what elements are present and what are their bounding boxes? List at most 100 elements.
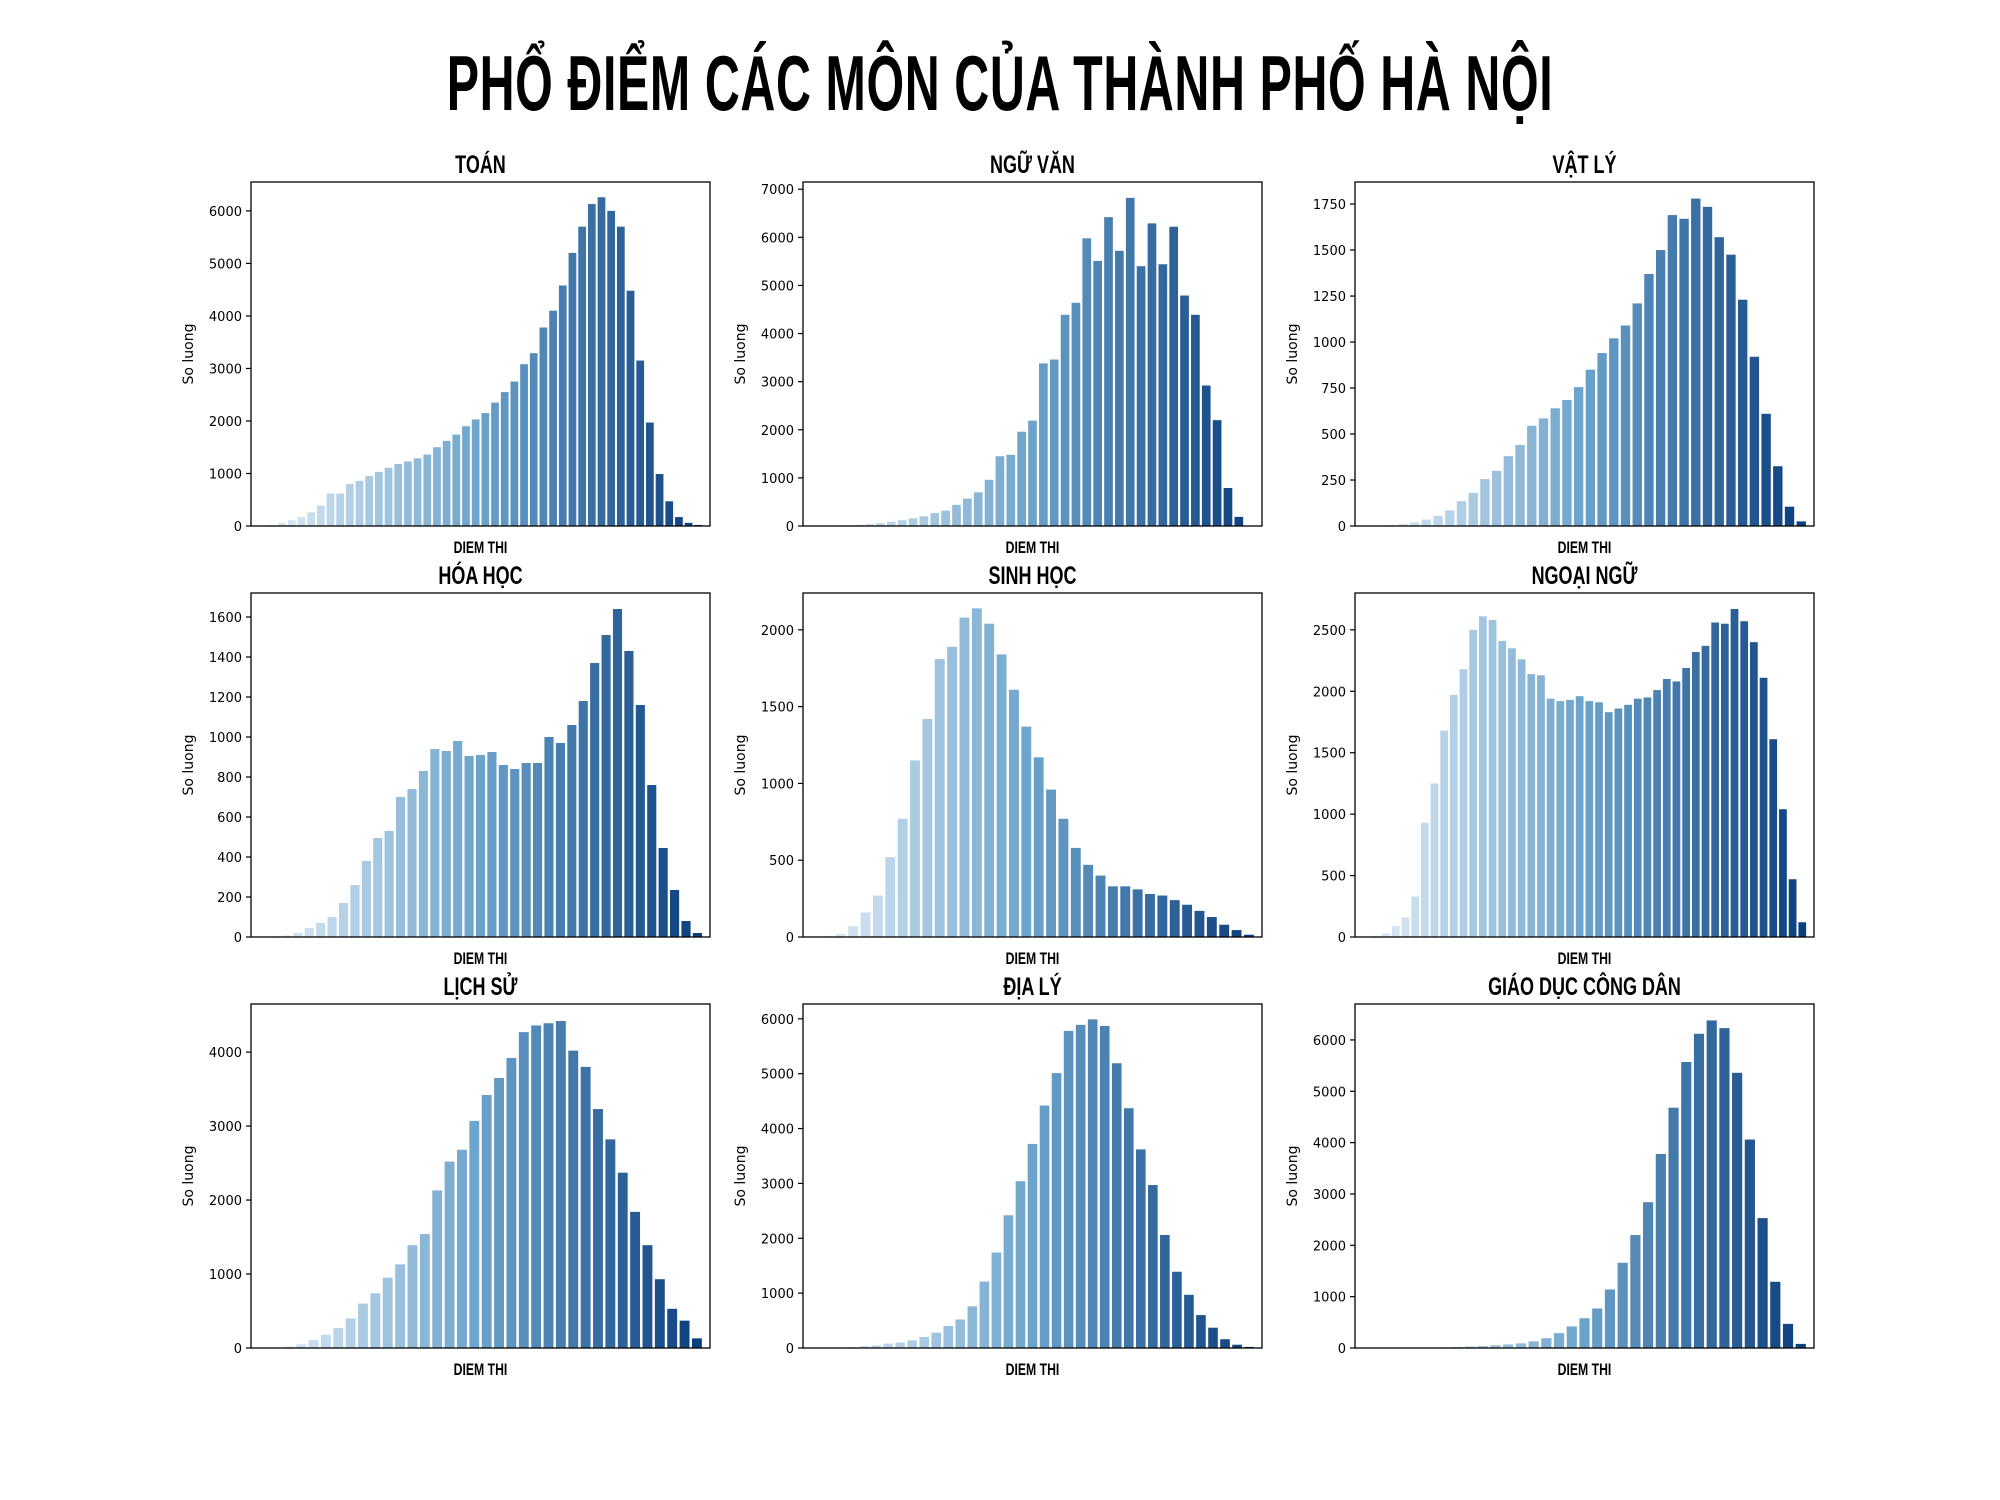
bar bbox=[1028, 420, 1037, 526]
bar bbox=[1579, 1318, 1590, 1348]
bar bbox=[336, 493, 345, 526]
bar bbox=[462, 426, 470, 526]
bar bbox=[1784, 506, 1795, 526]
y-tick-label: 5000 bbox=[1313, 1085, 1346, 1100]
bar bbox=[1184, 1294, 1194, 1348]
y-tick-label: 5000 bbox=[209, 257, 242, 272]
subplot-title: ĐỊA LÝ bbox=[1003, 972, 1062, 1001]
y-tick-label: 0 bbox=[234, 1342, 242, 1357]
y-tick-label: 4000 bbox=[209, 310, 242, 325]
bar bbox=[520, 364, 528, 526]
bar bbox=[567, 725, 577, 937]
bar bbox=[1643, 697, 1652, 937]
bar bbox=[991, 1252, 1002, 1348]
bar bbox=[1021, 726, 1032, 937]
bar bbox=[304, 928, 314, 937]
y-tick-label: 3000 bbox=[209, 1120, 242, 1135]
bar bbox=[1243, 934, 1254, 937]
bar bbox=[1761, 413, 1771, 526]
bar bbox=[1527, 425, 1537, 526]
bar bbox=[1111, 1063, 1122, 1348]
bar bbox=[1194, 910, 1205, 937]
subplot-5: 0 500 1000 1500 2000 2500 NGOẠI NGỮ DIEM THI So … bbox=[1285, 561, 1815, 969]
bar bbox=[1063, 1030, 1074, 1348]
bar bbox=[1015, 1181, 1026, 1348]
bar bbox=[338, 903, 349, 937]
bar bbox=[469, 1120, 480, 1348]
bar bbox=[1737, 299, 1748, 526]
bar bbox=[1182, 904, 1193, 937]
bar bbox=[1796, 521, 1806, 526]
bar bbox=[498, 765, 508, 937]
bar bbox=[373, 838, 383, 937]
bar bbox=[886, 521, 896, 526]
bar bbox=[1391, 925, 1400, 937]
bar bbox=[635, 705, 645, 937]
y-tick-label: 1000 bbox=[1313, 808, 1346, 823]
bar bbox=[897, 818, 908, 937]
bar bbox=[1566, 699, 1574, 937]
bar bbox=[692, 933, 702, 937]
bar bbox=[433, 447, 441, 526]
x-axis-label: DIEM THI bbox=[1558, 950, 1612, 968]
bar bbox=[327, 917, 337, 937]
bar bbox=[333, 1328, 344, 1348]
y-tick-label: 400 bbox=[217, 851, 242, 866]
bar bbox=[587, 204, 596, 526]
bar bbox=[1773, 466, 1783, 526]
x-axis-label: DIEM THI bbox=[1558, 1361, 1612, 1379]
y-tick-label: 2000 bbox=[1313, 685, 1346, 700]
y-tick-label: 6000 bbox=[761, 1013, 794, 1028]
bar bbox=[345, 483, 354, 526]
bar bbox=[1440, 730, 1449, 937]
subplot-4: 0 500 1000 1500 2000 SINH HỌC DIEM THI So luong bbox=[733, 561, 1263, 969]
bar bbox=[1180, 295, 1189, 526]
bar bbox=[558, 285, 567, 526]
y-tick-label: 3000 bbox=[761, 1177, 794, 1192]
y-tick-label: 3000 bbox=[1313, 1188, 1346, 1203]
y-tick-label: 1000 bbox=[209, 467, 242, 482]
bar bbox=[665, 501, 674, 526]
bar bbox=[658, 848, 668, 937]
y-tick-label: 0 bbox=[1338, 520, 1346, 535]
bar bbox=[1477, 1345, 1488, 1348]
bar bbox=[607, 210, 616, 526]
x-axis-label: DIEM THI bbox=[454, 950, 508, 968]
bar bbox=[1714, 237, 1724, 526]
subplot-title: NGỮ VĂN bbox=[990, 150, 1075, 179]
bar bbox=[1749, 356, 1760, 526]
bar bbox=[1169, 226, 1179, 527]
y-tick-label: 4000 bbox=[209, 1046, 242, 1061]
bar bbox=[872, 895, 883, 937]
y-tick-label: 2000 bbox=[761, 1232, 794, 1247]
y-tick-label: 0 bbox=[234, 520, 242, 535]
bar bbox=[1711, 622, 1720, 937]
bar bbox=[1104, 217, 1113, 526]
bar bbox=[475, 755, 486, 937]
bar bbox=[430, 749, 440, 937]
axes-frame bbox=[802, 181, 1263, 527]
bar bbox=[1046, 789, 1056, 937]
y-tick-label: 2000 bbox=[209, 415, 242, 430]
bar bbox=[979, 1281, 990, 1348]
y-tick-label: 4000 bbox=[1313, 1137, 1346, 1152]
y-tick-label: 3000 bbox=[209, 362, 242, 377]
bar bbox=[1719, 1028, 1730, 1348]
bar bbox=[1120, 886, 1131, 937]
bar bbox=[1115, 250, 1124, 527]
bar bbox=[578, 701, 588, 937]
axes-frame bbox=[1354, 1003, 1815, 1349]
bar bbox=[1498, 640, 1507, 937]
bar bbox=[883, 1343, 893, 1348]
y-tick-label: 1500 bbox=[761, 701, 794, 716]
bar bbox=[1123, 1108, 1134, 1348]
bar bbox=[1033, 757, 1044, 937]
y-axis-label: So luong bbox=[1285, 324, 1301, 385]
y-tick-label: 2000 bbox=[209, 1194, 242, 1209]
bar bbox=[642, 1245, 653, 1348]
y-tick-label: 0 bbox=[1338, 1342, 1346, 1357]
bar bbox=[1456, 501, 1467, 526]
bar bbox=[963, 498, 972, 526]
bar bbox=[919, 1337, 930, 1348]
